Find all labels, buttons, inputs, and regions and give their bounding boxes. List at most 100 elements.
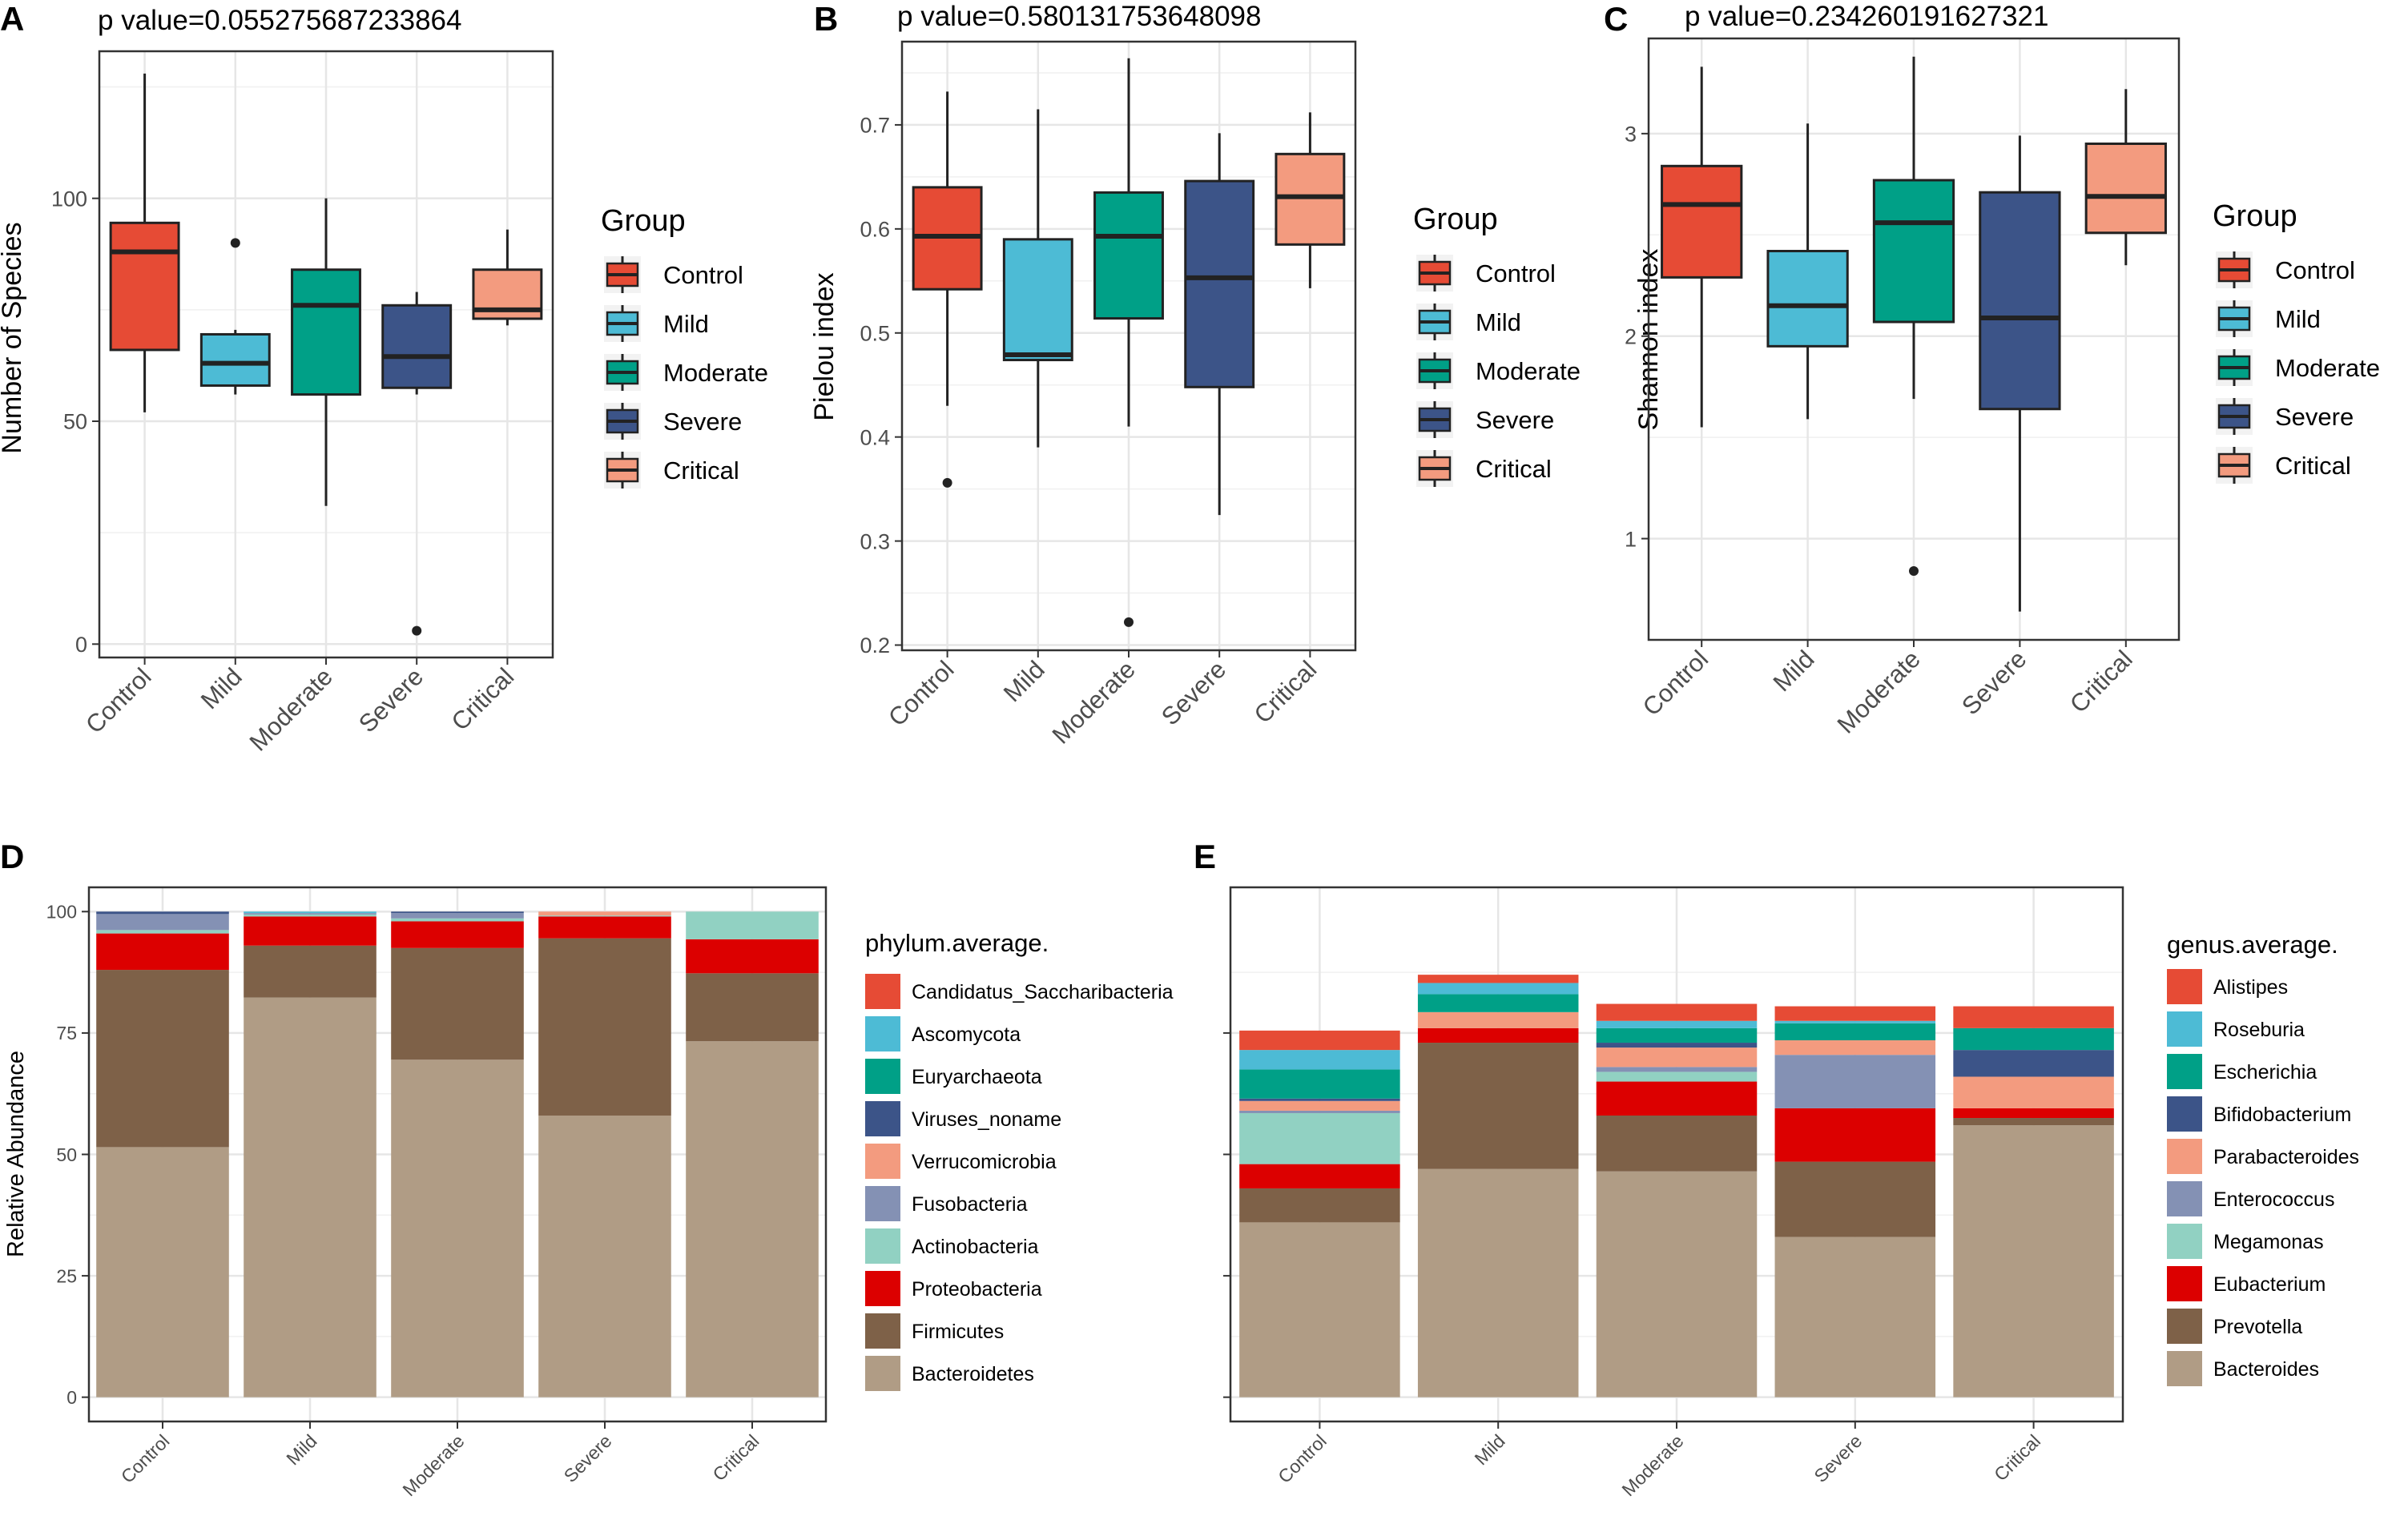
panel-d-legend-label-fusobacteria: Fusobacteria <box>912 1193 1028 1216</box>
panel-c-label: C <box>1604 0 1628 38</box>
panel-e: E Control Mild Moderate Severe Critical genus.… <box>1194 838 2359 1500</box>
panel-d-bar-mild-ascomycota <box>244 911 377 914</box>
panel-d-bar-moderate-fusobacteria <box>391 913 524 919</box>
panel-b-box-moderate <box>1093 191 1164 320</box>
panel-c-box-critical <box>2084 142 2167 235</box>
panel-e-bar-critical-bacteroides <box>1953 1125 2114 1397</box>
panel-d-ylabel: Relative Abundance <box>3 1051 29 1257</box>
panel-a-box-control <box>109 221 180 352</box>
panel-d-bar-severe-actinobacteria <box>538 915 671 917</box>
panel-d-legend-key-fusobacteria <box>865 1186 900 1221</box>
panel-b-outlier-control <box>942 477 952 488</box>
panel-e-bar-critical-escherichia <box>1953 1027 2114 1051</box>
panel-d-legend-key-candidatus_saccharibacteria <box>865 974 900 1009</box>
panel-d-ytick-label: 25 <box>56 1265 77 1286</box>
panel-e-bar-moderate-parabacteroides <box>1596 1047 1758 1068</box>
panel-b-label: B <box>814 0 838 38</box>
panel-c-box-severe <box>1979 191 2061 411</box>
panel-a-xtick-label-critical: Critical <box>446 662 520 736</box>
panel-b-ytick-label: 0.4 <box>860 425 890 449</box>
panel-e-xtick-label-control: Control <box>1274 1430 1331 1487</box>
panel-a-box-moderate <box>291 268 361 396</box>
panel-c-xtick-label-critical: Critical <box>2064 645 2138 718</box>
panel-d-bar-mild-firmicutes <box>244 945 377 998</box>
panel-e-bar-critical-bifidobacterium <box>1953 1050 2114 1077</box>
panel-a-title: p value=0.055275687233864 <box>98 5 461 36</box>
panel-a-ytick-label: 50 <box>63 410 87 434</box>
panel-e-bar-mild-roseburia <box>1417 983 1579 995</box>
panel-b-ytick-label: 0.5 <box>860 321 890 345</box>
panel-c-legend-label-critical: Critical <box>2275 452 2351 480</box>
panel-e-xtick-label-moderate: Moderate <box>1617 1430 1687 1500</box>
panel-d-bar-control-bacteroidetes <box>96 1147 229 1397</box>
panel-c-xtick-label-moderate: Moderate <box>1832 645 1926 738</box>
panel-c-xtick-label-severe: Severe <box>1956 645 2032 720</box>
panel-e-bar-mild-eubacterium <box>1417 1027 1579 1043</box>
panel-d-legend-key-viruses_noname <box>865 1101 900 1136</box>
panel-d-bar-moderate-actinobacteria <box>391 918 524 922</box>
panel-d-bar-mild-bacteroidetes <box>244 997 377 1397</box>
panel-e-legend-key-prevotella <box>2167 1309 2202 1344</box>
panel-d-legend-label-euryarchaeota: Euryarchaeota <box>912 1066 1042 1088</box>
panel-a-box-mild <box>199 332 271 387</box>
panel-a-outlier-mild <box>230 238 240 248</box>
panel-b-box-severe <box>1184 179 1255 388</box>
panel-b-title: p value=0.580131753648098 <box>897 1 1261 32</box>
panel-d-legend-label-actinobacteria: Actinobacteria <box>912 1236 1039 1258</box>
panel-c-border <box>1647 37 2181 641</box>
panel-d-ytick-label: 100 <box>46 902 77 923</box>
panel-d-legend-label-ascomycota: Ascomycota <box>912 1023 1021 1046</box>
panel-e-bar-moderate-eubacterium <box>1596 1081 1758 1116</box>
panel-d-legend-label-verrucomicrobia: Verrucomicrobia <box>912 1151 1057 1173</box>
panel-d-bar-control-actinobacteria <box>96 930 229 934</box>
panel-e-bar-control-roseburia <box>1239 1050 1400 1070</box>
panel-e-bar-severe-bacteroides <box>1774 1236 1936 1397</box>
panel-b-legend-label-severe: Severe <box>1476 406 1554 434</box>
panel-b-xtick-label-severe: Severe <box>1156 655 1231 730</box>
panel-d-ytick-label: 50 <box>56 1144 77 1165</box>
panel-d-legend-key-bacteroidetes <box>865 1356 900 1391</box>
panel-c-title: p value=0.234260191627321 <box>1685 1 2048 32</box>
panel-d-bar-severe-proteobacteria <box>538 916 671 939</box>
panel-d-legend-key-euryarchaeota <box>865 1059 900 1094</box>
panel-a-legend-label-critical: Critical <box>663 456 739 485</box>
panel-b-legend-title: Group <box>1413 203 1498 236</box>
panel-b-box-mild <box>1002 238 1073 362</box>
panel-a-legend-title: Group <box>601 204 686 238</box>
panel-a-xtick-label-moderate: Moderate <box>244 662 338 756</box>
panel-e-label: E <box>1194 838 1216 875</box>
panel-e-xtick-label-mild: Mild <box>1471 1430 1509 1469</box>
panel-a-outlier-severe <box>412 625 422 636</box>
panel-e-bar-mild-bacteroides <box>1417 1168 1579 1397</box>
panel-e-bar-severe-roseburia <box>1774 1020 1936 1023</box>
panel-a-xtick-label-mild: Mild <box>195 662 248 714</box>
panel-d-bar-control-viruses_noname <box>96 911 229 915</box>
panel-c-ytick-label: 3 <box>1625 123 1637 147</box>
panel-e-bar-control-prevotella <box>1239 1188 1400 1223</box>
panel-d-legend-title: phylum.average. <box>865 929 1049 957</box>
panel-d-bar-mild-actinobacteria <box>244 914 377 917</box>
panel-e-bar-critical-prevotella <box>1953 1118 2114 1126</box>
panel-e-bar-mild-alistipes <box>1417 975 1579 983</box>
panel-e-legend-key-enterococcus <box>2167 1181 2202 1216</box>
panel-d-legend-key-ascomycota <box>865 1016 900 1051</box>
panel-e-legend-key-parabacteroides <box>2167 1139 2202 1174</box>
panel-e-legend-key-bacteroides <box>2167 1351 2202 1386</box>
panel-e-legend-label-bacteroides: Bacteroides <box>2213 1358 2319 1381</box>
panel-b-ytick-label: 0.6 <box>860 218 890 242</box>
panel-c-legend-label-severe: Severe <box>2275 403 2354 431</box>
panel-d-bar-moderate-viruses_noname <box>391 911 524 914</box>
panel-e-legend-label-roseburia: Roseburia <box>2213 1019 2305 1041</box>
panel-c-legend-title: Group <box>2213 199 2297 233</box>
panel-d-label: D <box>0 838 24 875</box>
panel-b-ytick-label: 0.2 <box>860 633 890 657</box>
panel-b-xtick-label-mild: Mild <box>998 655 1050 707</box>
panel-d-legend-label-firmicutes: Firmicutes <box>912 1321 1004 1343</box>
panel-c-ytick-label: 2 <box>1625 324 1637 348</box>
panel-b-xtick-label-control: Control <box>883 655 959 731</box>
panel-a-border <box>98 50 554 659</box>
panel-e-bar-moderate-bacteroides <box>1596 1171 1758 1397</box>
